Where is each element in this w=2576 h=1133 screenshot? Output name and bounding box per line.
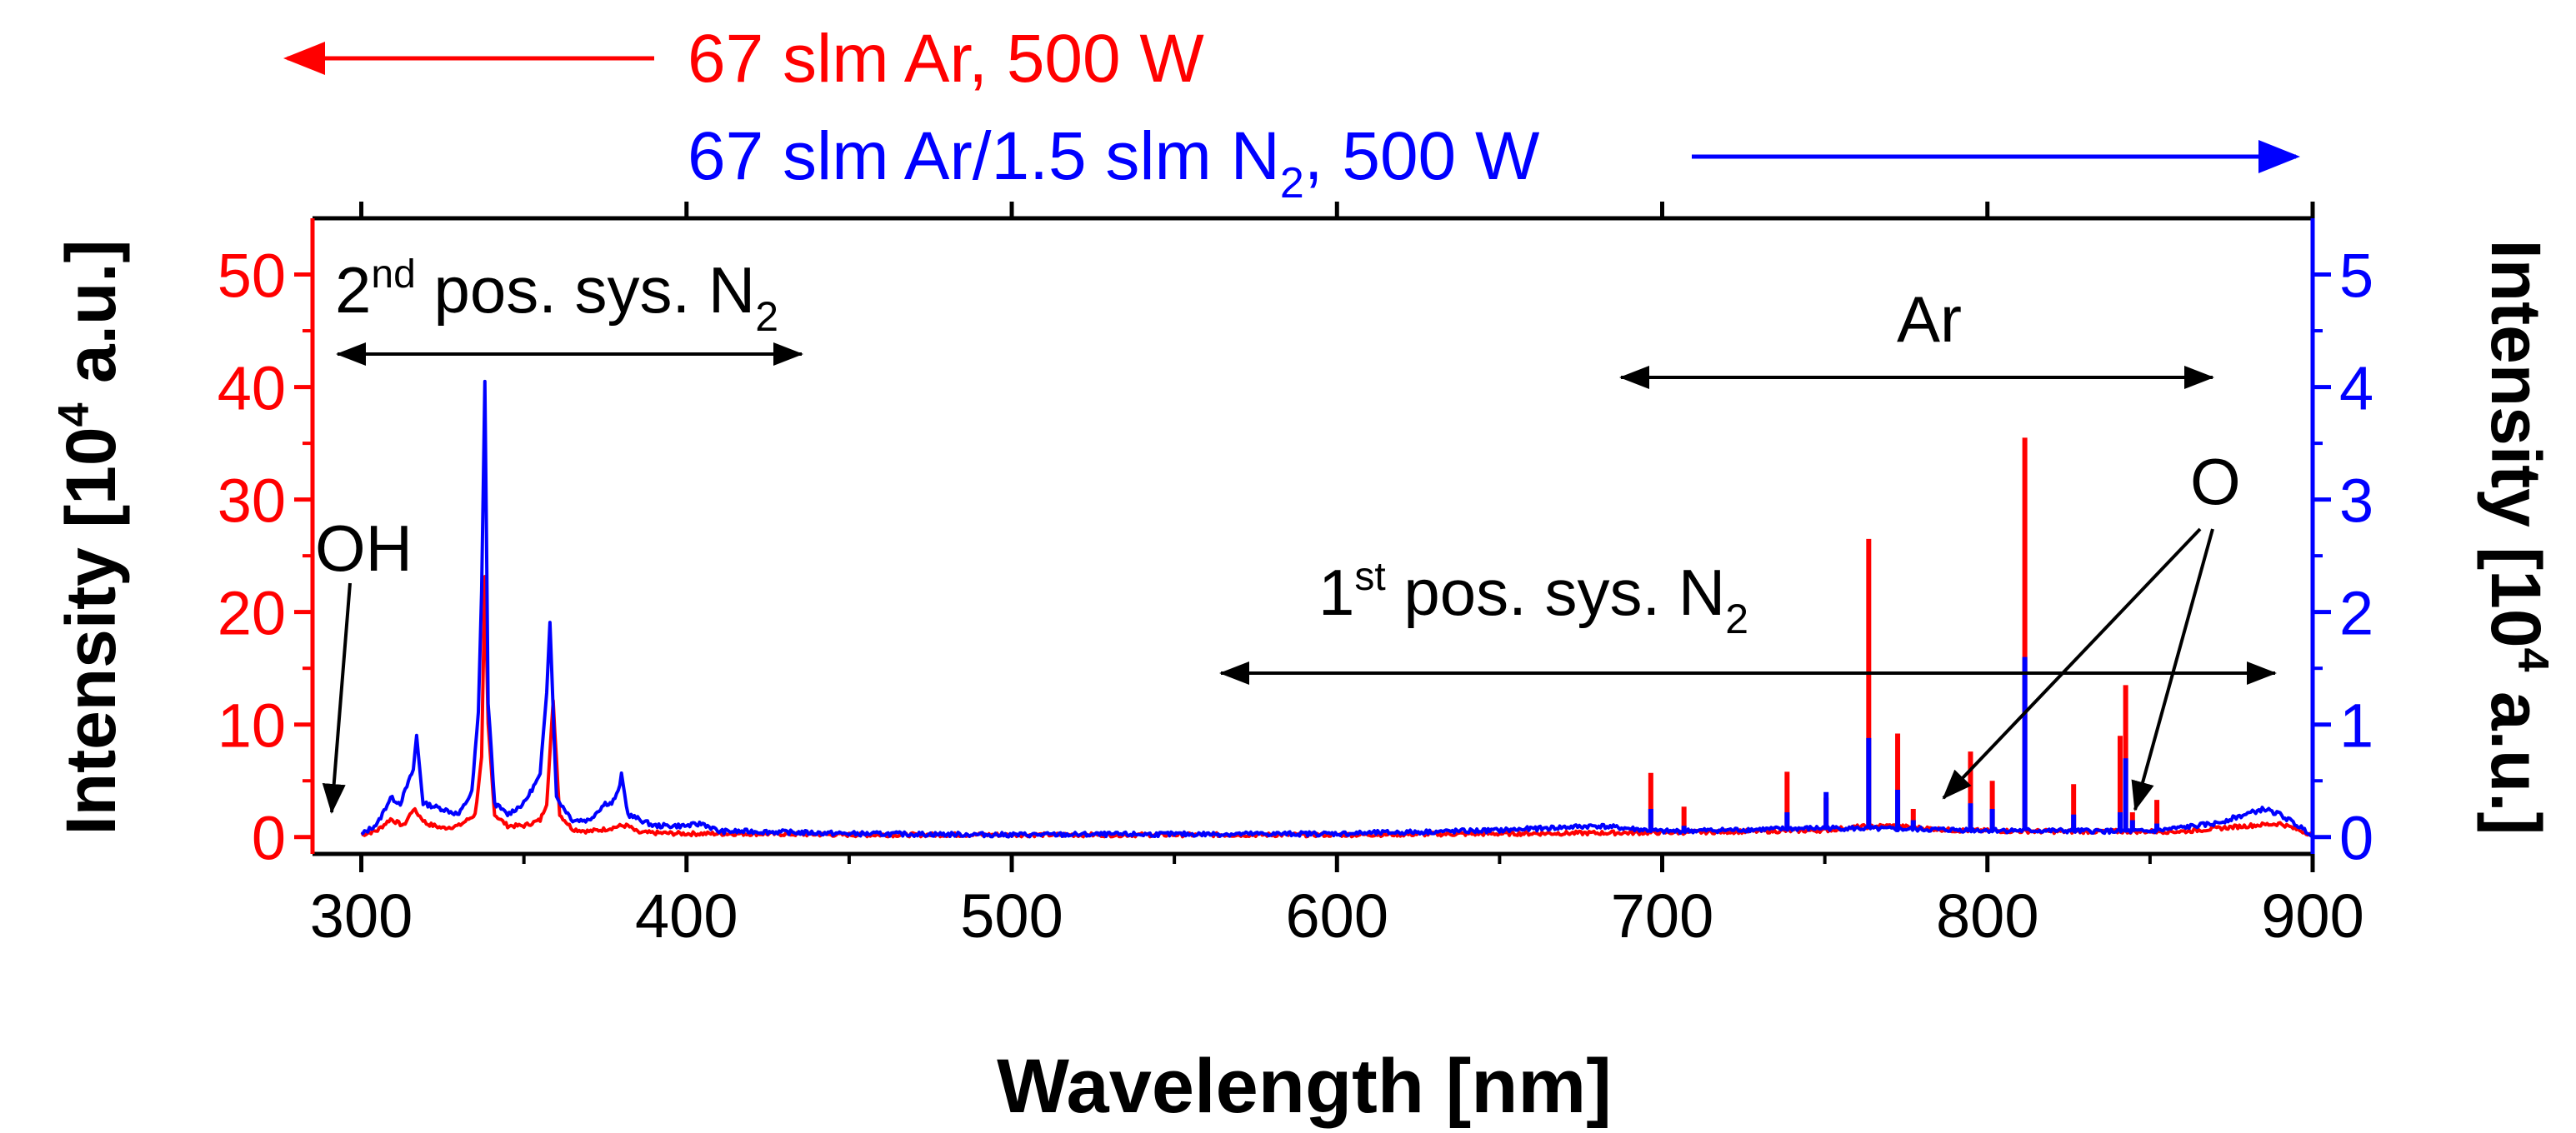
legend-red-label: 67 slm Ar, 500 W (688, 21, 1204, 97)
left-y-tick-label-40: 40 (218, 354, 286, 423)
x-axis-ticks: 300 400 500 600 700 800 900 (310, 202, 2364, 951)
right-y-tick-label-2: 2 (2339, 579, 2373, 648)
x-tick-label-800: 800 (1936, 881, 2038, 951)
x-tick-label-700: 700 (1611, 881, 1713, 951)
annotation-second-pos-label: 2nd pos. sys. N2 (335, 252, 778, 340)
right-y-axis-ticks: 0 1 2 3 4 5 (2313, 242, 2373, 873)
left-y-axis-ticks: 0 10 20 30 40 50 (218, 242, 313, 873)
left-y-tick-label-20: 20 (218, 579, 286, 648)
annotation-o-label: O (2190, 445, 2241, 518)
x-tick-label-900: 900 (2261, 881, 2363, 951)
left-y-tick-label-30: 30 (218, 467, 286, 536)
left-y-tick-label-10: 10 (218, 691, 286, 761)
annotation-oh-arrow (322, 582, 352, 814)
annotation-oh-label: OH (315, 512, 413, 585)
right-y-tick-label-3: 3 (2339, 467, 2373, 536)
series-blue-ar-n2 (361, 379, 2313, 839)
right-y-tick-label-0: 0 (2339, 804, 2373, 873)
right-y-tick-label-1: 1 (2339, 691, 2373, 761)
left-y-tick-label-0: 0 (252, 804, 286, 873)
right-y-axis-title: Intensity [104 a.u.] (2477, 239, 2557, 835)
legend-blue-label: 67 slm Ar/1.5 slm N2, 500 W (688, 118, 1540, 207)
x-tick-label-600: 600 (1286, 881, 1388, 951)
left-y-axis-title: Intensity [104 a.u.] (50, 239, 130, 835)
annotation-o-arrow-2 (2131, 528, 2214, 811)
left-y-tick-label-50: 50 (218, 242, 286, 311)
series-red-ar-only (360, 437, 2313, 839)
x-axis-title: Wavelength [nm] (997, 1044, 1612, 1129)
x-tick-label-500: 500 (960, 881, 1063, 951)
annotation-ar-label: Ar (1897, 282, 1962, 356)
x-tick-label-300: 300 (310, 881, 413, 951)
annotation-first-pos-label: 1st pos. sys. N2 (1318, 555, 1748, 642)
series-blue-baseline (361, 379, 2313, 839)
right-y-tick-label-4: 4 (2339, 354, 2373, 423)
x-tick-label-400: 400 (635, 881, 738, 951)
right-y-tick-label-5: 5 (2339, 242, 2373, 311)
annotation-o-arrow-1 (1942, 527, 2202, 800)
